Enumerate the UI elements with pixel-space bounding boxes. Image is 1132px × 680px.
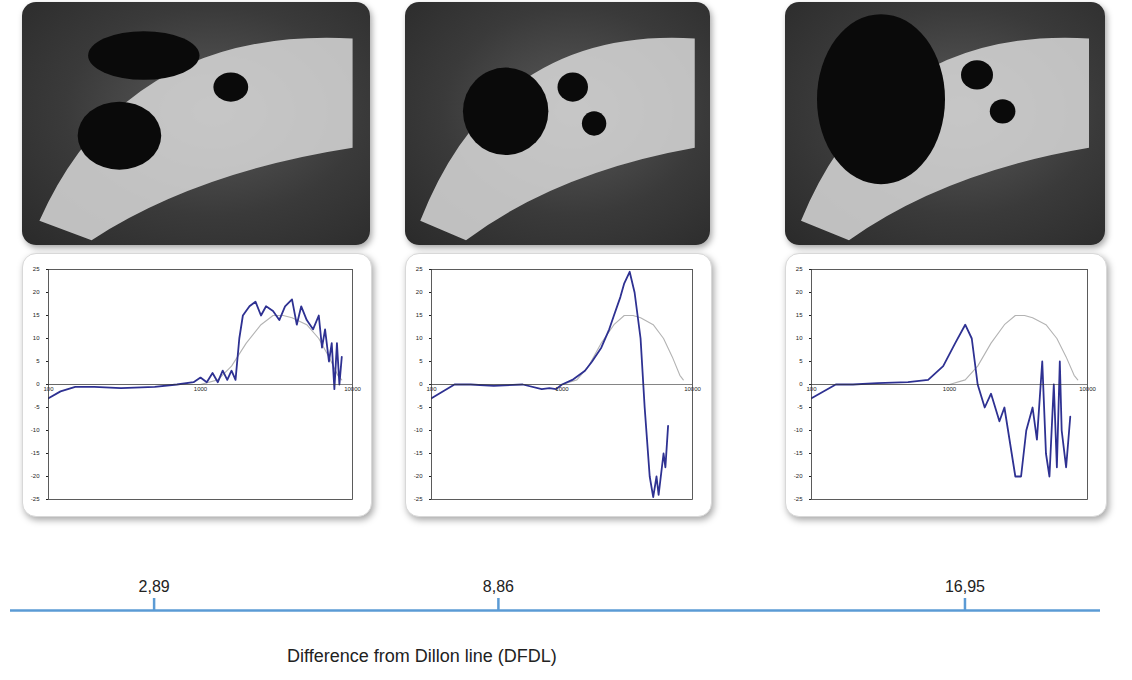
- svg-text:-25: -25: [414, 496, 423, 502]
- svg-text:1000: 1000: [194, 386, 208, 392]
- svg-text:0: 0: [419, 381, 423, 387]
- svg-text:-20: -20: [414, 473, 423, 479]
- svg-text:2,89: 2,89: [139, 578, 170, 595]
- svg-text:-25: -25: [31, 496, 40, 502]
- svg-text:15: 15: [796, 312, 803, 318]
- svg-text:100: 100: [43, 386, 54, 393]
- svg-text:10000: 10000: [684, 386, 701, 393]
- svg-text:25: 25: [796, 266, 803, 272]
- svg-text:10000: 10000: [1079, 386, 1096, 393]
- svg-text:-25: -25: [794, 496, 803, 502]
- svg-text:100: 100: [806, 386, 817, 393]
- svg-text:10: 10: [796, 335, 803, 341]
- svg-text:10: 10: [33, 335, 40, 341]
- svg-text:15: 15: [33, 312, 40, 318]
- svg-text:0: 0: [799, 381, 803, 387]
- svg-text:10000: 10000: [344, 386, 361, 393]
- svg-text:8,86: 8,86: [483, 578, 514, 595]
- svg-text:20: 20: [796, 289, 803, 295]
- svg-text:5: 5: [799, 358, 803, 364]
- svg-text:0: 0: [36, 381, 40, 387]
- svg-text:-5: -5: [797, 404, 803, 410]
- svg-text:-20: -20: [794, 473, 803, 479]
- html-text:Difference from Dillon line (D: Difference from Dillon line (DFDL): [287, 646, 557, 666]
- svg-text:20: 20: [33, 289, 40, 295]
- svg-text:1000: 1000: [943, 386, 957, 392]
- svg-text:-15: -15: [414, 450, 423, 456]
- svg-text:-10: -10: [31, 427, 40, 433]
- svg-text:-10: -10: [794, 427, 803, 433]
- svg-text:-20: -20: [31, 473, 40, 479]
- svg-text:-5: -5: [417, 404, 423, 410]
- svg-text:-10: -10: [414, 427, 423, 433]
- svg-text:1000: 1000: [555, 386, 569, 392]
- svg-text:10: 10: [416, 335, 423, 341]
- svg-text:-15: -15: [31, 450, 40, 456]
- svg-text:25: 25: [33, 266, 40, 272]
- svg-text:5: 5: [419, 358, 423, 364]
- svg-text:16,95: 16,95: [945, 578, 985, 595]
- svg-text:100: 100: [426, 386, 437, 393]
- svg-text:25: 25: [416, 266, 423, 272]
- svg-text:15: 15: [416, 312, 423, 318]
- svg-text:-15: -15: [794, 450, 803, 456]
- svg-text:20: 20: [416, 289, 423, 295]
- svg-text:-5: -5: [34, 404, 40, 410]
- svg-text:5: 5: [36, 358, 40, 364]
